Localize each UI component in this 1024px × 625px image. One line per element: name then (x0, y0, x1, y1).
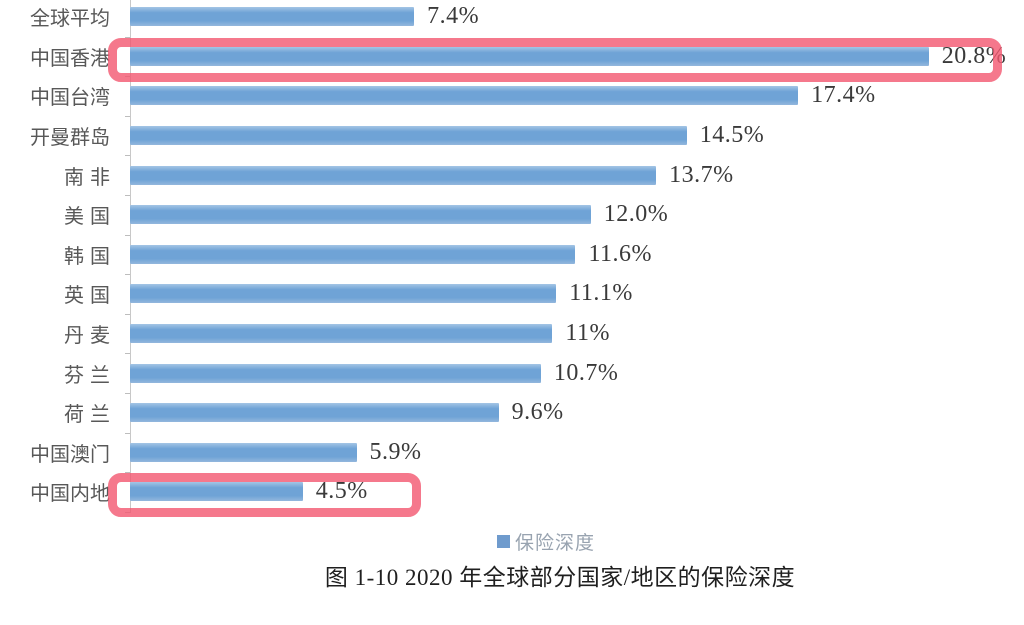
bar (130, 244, 576, 264)
bar (130, 126, 687, 146)
value-label: 10.7% (553, 359, 619, 386)
bar-zone: 20.8% (130, 43, 1024, 70)
category-label-text: 开曼群岛 (30, 127, 110, 150)
chart-row: 荷兰 9.6% (0, 393, 1024, 433)
value-label: 20.8% (941, 42, 1007, 69)
bar (130, 482, 303, 502)
category-label-text: 丹麦 (64, 325, 116, 348)
axis-tick (125, 234, 130, 236)
category-label-text: 中国内地 (30, 483, 110, 506)
bar-zone: 7.4% (130, 3, 1024, 30)
category-label: 中国澳门 (0, 438, 110, 467)
chart-row: 开曼群岛 14.5% (0, 116, 1024, 156)
bar (130, 284, 557, 304)
value-label: 11.6% (588, 240, 653, 267)
chart-row: 全球平均 7.4% (0, 0, 1024, 37)
bar-zone: 17.4% (130, 82, 1024, 109)
axis-tick (125, 511, 130, 513)
category-label: 美国 (0, 200, 110, 229)
axis-tick (125, 472, 130, 474)
bar-zone: 11.6% (130, 241, 1024, 268)
chart-row: 丹麦 11% (0, 314, 1024, 354)
axis-tick (125, 353, 130, 355)
axis-tick (125, 313, 130, 315)
bar-zone: 13.7% (130, 162, 1024, 189)
value-label: 17.4% (811, 82, 876, 109)
axis-tick (125, 36, 130, 38)
axis-tick (125, 393, 130, 394)
category-label: 中国台湾 (0, 81, 110, 110)
category-label-text: 美国 (64, 206, 116, 229)
bar-zone: 14.5% (130, 122, 1024, 149)
category-label-text: 全球平均 (30, 8, 110, 31)
bar (130, 403, 499, 423)
chart-caption: 图 1-10 2020 年全球部分国家/地区的保险深度 (324, 565, 796, 590)
chart-row: 中国内地 4.5% (0, 472, 1024, 512)
axis-tick (125, 76, 130, 78)
category-label: 韩国 (0, 240, 110, 269)
category-label: 全球平均 (0, 2, 110, 31)
value-label: 11% (565, 320, 610, 347)
bar-zone: 11.1% (130, 280, 1024, 307)
chart-row: 英国 11.1% (0, 274, 1024, 314)
bar-zone: 12.0% (130, 201, 1024, 228)
value-label: 11.1% (569, 280, 633, 307)
chart-row: 中国台湾 17.4% (0, 76, 1024, 116)
axis-tick (125, 432, 130, 434)
bar-zone: 9.6% (130, 399, 1024, 426)
category-label: 中国香港 (0, 42, 110, 71)
bar (130, 165, 657, 185)
legend-swatch-icon (496, 535, 510, 548)
bar-chart: 全球平均 7.4% 中国香港 20.8% 中国台湾 17.4% 开曼群岛 14.5% 南非 13.… (0, 0, 1024, 512)
chart-row: 中国香港 20.8% (0, 37, 1024, 77)
bar (130, 86, 799, 106)
chart-row: 南非 13.7% (0, 155, 1024, 195)
bar (130, 46, 929, 66)
chart-row: 韩国 11.6% (0, 235, 1024, 275)
axis-tick (125, 115, 130, 117)
value-label: 5.9% (369, 438, 422, 465)
value-label: 14.5% (699, 122, 765, 149)
category-label-text: 韩国 (64, 245, 116, 268)
bar-zone: 4.5% (130, 478, 1024, 505)
chart-row: 美国 12.0% (0, 195, 1024, 235)
chart-legend: 保险深度 (34, 528, 1024, 555)
category-label: 芬兰 (0, 359, 110, 388)
category-label: 南非 (0, 161, 110, 190)
value-label: 12.0% (603, 201, 669, 228)
value-label: 9.6% (511, 399, 564, 426)
axis-tick (125, 155, 130, 157)
category-label: 荷兰 (0, 398, 110, 427)
category-label-text: 中国澳门 (30, 443, 110, 466)
bar (130, 205, 591, 225)
bar (130, 442, 357, 462)
value-label: 13.7% (669, 161, 734, 188)
bar (130, 363, 541, 383)
axis-tick (125, 274, 130, 276)
chart-row: 中国澳门 5.9% (0, 433, 1024, 473)
value-label: 7.4% (427, 3, 480, 30)
category-label-text: 芬兰 (64, 364, 116, 387)
category-label-text: 中国香港 (30, 47, 110, 70)
category-label-text: 荷兰 (64, 404, 116, 427)
category-label: 中国内地 (0, 477, 110, 506)
category-label-text: 英国 (64, 285, 116, 308)
axis-tick (125, 195, 130, 196)
bar (130, 7, 415, 27)
category-label: 丹麦 (0, 319, 110, 348)
chart-row: 芬兰 10.7% (0, 353, 1024, 393)
category-label: 开曼群岛 (0, 121, 110, 150)
value-label: 4.5% (315, 478, 368, 505)
bar-zone: 10.7% (130, 360, 1024, 387)
category-label-text: 中国台湾 (30, 87, 110, 110)
category-label-text: 南非 (64, 166, 116, 189)
bar-zone: 11% (130, 320, 1024, 347)
category-label: 英国 (0, 279, 110, 308)
bar-zone: 5.9% (130, 439, 1024, 466)
legend-label: 保险深度 (514, 533, 595, 554)
bar (130, 324, 553, 344)
